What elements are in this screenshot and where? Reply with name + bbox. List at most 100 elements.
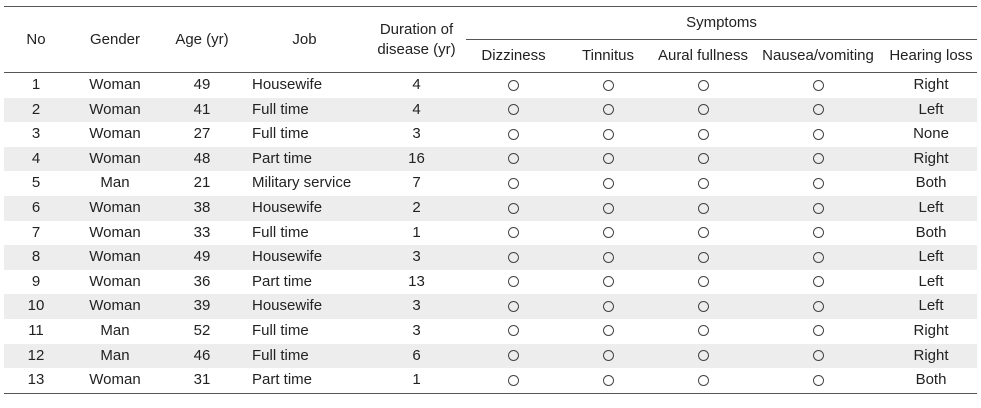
cell-job: Full time bbox=[242, 343, 367, 369]
circle-icon bbox=[697, 251, 709, 263]
cell-dizziness bbox=[466, 146, 561, 172]
cell-gender: Woman bbox=[68, 97, 162, 123]
cell-dizziness bbox=[466, 97, 561, 123]
cell-age: 36 bbox=[193, 272, 211, 290]
cell-duration: 1 bbox=[412, 223, 421, 241]
cell-no: 5 bbox=[31, 174, 41, 192]
cell-tinnitus bbox=[561, 171, 655, 196]
circle-icon bbox=[812, 128, 824, 140]
circle-icon bbox=[508, 325, 519, 337]
circle-icon bbox=[508, 350, 519, 362]
cell-age: 31 bbox=[162, 368, 242, 394]
cell-job: Part time bbox=[242, 368, 367, 394]
header-duration-line2: disease (yr) bbox=[377, 40, 456, 58]
cell-gender: Man bbox=[100, 321, 130, 339]
header-gender: Gender bbox=[68, 6, 162, 73]
cell-gender: Woman bbox=[68, 245, 162, 270]
circle-icon bbox=[697, 325, 709, 337]
cell-gender: Woman bbox=[89, 76, 141, 93]
cell-no: 6 bbox=[4, 195, 68, 221]
cell-nausea-vomiting bbox=[751, 171, 885, 196]
circle-icon bbox=[812, 79, 824, 91]
cell-gender: Woman bbox=[89, 272, 141, 290]
circle-icon bbox=[602, 276, 614, 288]
cell-dizziness bbox=[466, 171, 561, 196]
cell-duration: 2 bbox=[367, 195, 466, 221]
cell-nausea-vomiting bbox=[751, 195, 885, 221]
cell-hearing-loss: None bbox=[913, 125, 949, 143]
cell-job: Part time bbox=[242, 146, 367, 172]
cell-hearing-loss: Both bbox=[915, 223, 947, 241]
circle-icon bbox=[508, 202, 519, 214]
circle-icon bbox=[508, 374, 519, 386]
header-dizziness: Dizziness bbox=[466, 39, 561, 73]
cell-tinnitus bbox=[561, 195, 655, 221]
cell-tinnitus bbox=[561, 368, 655, 394]
cell-hearing-loss: Right bbox=[885, 343, 977, 369]
header-nausea-vomiting: Nausea/vomiting bbox=[751, 39, 885, 73]
cell-dizziness bbox=[466, 343, 561, 369]
cell-age: 39 bbox=[162, 294, 242, 319]
header-age: Age (yr) bbox=[162, 6, 242, 73]
circle-icon bbox=[508, 79, 519, 91]
cell-nausea-vomiting bbox=[751, 343, 885, 369]
cell-no: 11 bbox=[28, 321, 44, 339]
circle-icon bbox=[508, 104, 519, 116]
cell-nausea-vomiting bbox=[751, 245, 885, 270]
table-row: 1 Woman 49 Housewife 4 Right bbox=[4, 73, 977, 98]
cell-dizziness bbox=[466, 221, 561, 246]
cell-aural-fullness bbox=[655, 270, 751, 295]
header-job: Job bbox=[242, 6, 367, 73]
cell-job: Full time bbox=[252, 223, 309, 241]
circle-icon bbox=[508, 251, 519, 263]
cell-hearing-loss: Left bbox=[885, 195, 977, 221]
cell-aural-fullness bbox=[655, 122, 751, 147]
cell-aural-fullness bbox=[655, 294, 751, 319]
circle-icon bbox=[812, 251, 824, 263]
table-row: 10 Woman 39 Housewife 3 Left bbox=[4, 294, 977, 319]
table-row: 5 Man 21 Military service 7 Both bbox=[4, 171, 977, 196]
cell-aural-fullness bbox=[655, 221, 751, 246]
cell-tinnitus bbox=[561, 122, 655, 147]
circle-icon bbox=[812, 177, 824, 189]
circle-icon bbox=[697, 350, 709, 362]
circle-icon bbox=[812, 276, 824, 288]
header-hearing-loss: Hearing loss bbox=[885, 39, 977, 73]
circle-icon bbox=[602, 153, 614, 165]
cell-no: 2 bbox=[4, 97, 68, 123]
circle-icon bbox=[602, 79, 614, 91]
cell-hearing-loss: Both bbox=[915, 174, 947, 192]
cell-aural-fullness bbox=[655, 146, 751, 172]
circle-icon bbox=[812, 300, 824, 312]
cell-job: Full time bbox=[252, 125, 309, 143]
circle-icon bbox=[602, 325, 614, 337]
cell-aural-fullness bbox=[655, 343, 751, 369]
cell-nausea-vomiting bbox=[751, 270, 885, 295]
table-row: 12 Man 46 Full time 6 Right bbox=[4, 343, 977, 369]
cell-aural-fullness bbox=[655, 171, 751, 196]
cell-nausea-vomiting bbox=[751, 221, 885, 246]
cell-job: Housewife bbox=[242, 294, 367, 319]
cell-gender: Woman bbox=[89, 223, 141, 241]
circle-icon bbox=[508, 300, 519, 312]
cell-aural-fullness bbox=[655, 97, 751, 123]
cell-gender: Woman bbox=[68, 195, 162, 221]
header-no: No bbox=[4, 6, 68, 73]
cell-age: 27 bbox=[193, 125, 211, 143]
cell-hearing-loss: Left bbox=[885, 97, 977, 123]
circle-icon bbox=[697, 202, 709, 214]
circle-icon bbox=[812, 202, 824, 214]
cell-duration: 3 bbox=[412, 125, 421, 143]
cell-nausea-vomiting bbox=[751, 122, 885, 147]
cell-dizziness bbox=[466, 245, 561, 270]
cell-age: 52 bbox=[193, 321, 211, 339]
cell-duration: 13 bbox=[408, 272, 425, 290]
cell-job: Housewife bbox=[242, 245, 367, 270]
table-body: 1 Woman 49 Housewife 4 Right 2 Woman 41 Full time… bbox=[4, 73, 977, 394]
cell-tinnitus bbox=[561, 270, 655, 295]
cell-age: 48 bbox=[162, 146, 242, 172]
table-row: 3 Woman 27 Full time 3 None bbox=[4, 122, 977, 147]
cell-gender: Woman bbox=[68, 368, 162, 394]
circle-icon bbox=[812, 325, 824, 337]
cell-age: 46 bbox=[162, 343, 242, 369]
